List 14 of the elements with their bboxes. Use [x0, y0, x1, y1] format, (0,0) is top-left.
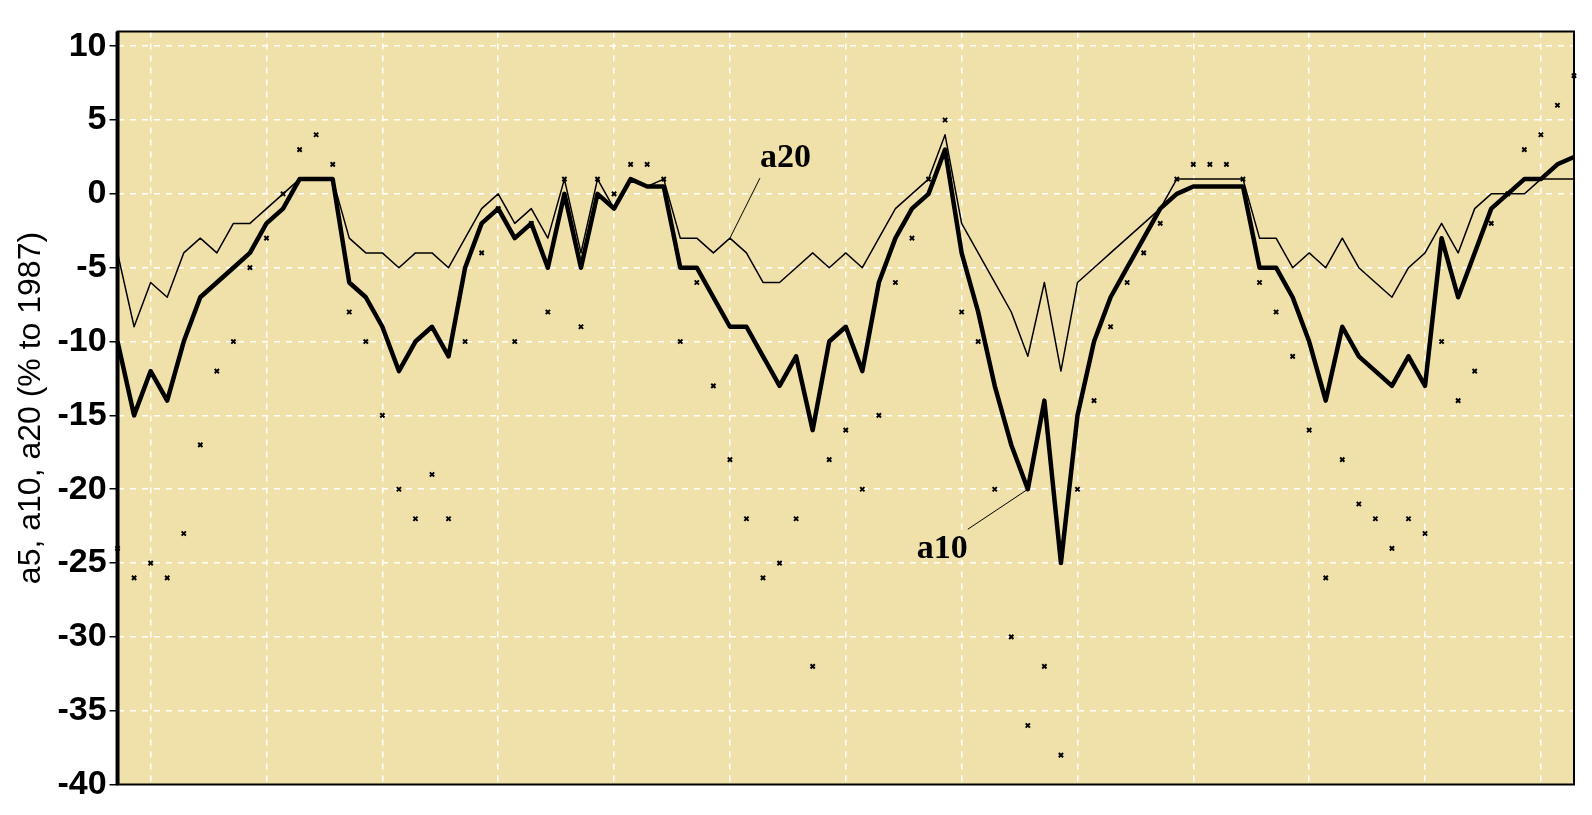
y-tick-label: 10 — [68, 24, 107, 63]
y-tick-label: -40 — [57, 762, 107, 801]
y-tick-label: -30 — [57, 615, 107, 654]
legend-label: a10 — [916, 528, 968, 566]
y-tick-label: -35 — [57, 689, 107, 728]
y-tick-label: -25 — [57, 541, 107, 580]
y-tick-label: -10 — [57, 319, 107, 358]
y-tick-label: -20 — [57, 467, 107, 506]
y-tick-label: -5 — [76, 246, 107, 285]
text: a20 — [759, 136, 811, 174]
y-tick-label: 0 — [87, 172, 107, 211]
y-tick-label: -15 — [57, 393, 107, 432]
y-axis-title: a5, a10, a20 (% to 1987) — [11, 231, 48, 585]
y-tick-label: 5 — [87, 98, 107, 137]
